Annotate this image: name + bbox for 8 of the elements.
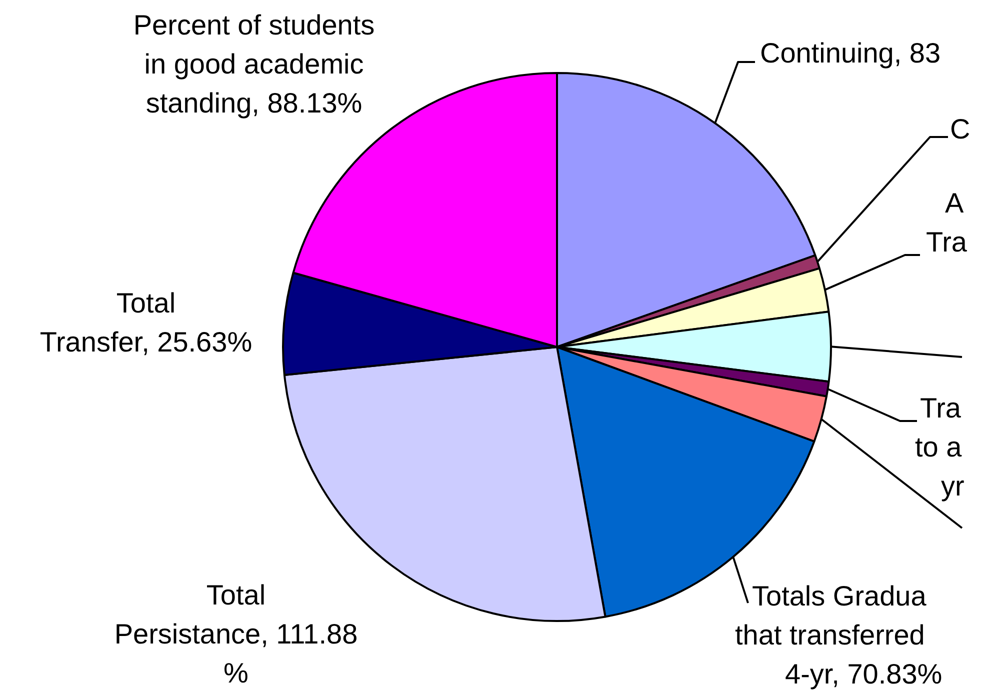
slice-label: A Tra bbox=[926, 188, 968, 258]
slice-label: Continuing, 83 bbox=[760, 38, 941, 69]
slice-label: C bbox=[950, 114, 970, 145]
slice-label: Tra to a yr bbox=[915, 392, 964, 502]
slice-label: Total Transfer, 25.63% bbox=[40, 288, 252, 358]
slice-label: Total Persistance, 111.88 % bbox=[114, 580, 358, 689]
slice-label: Totals Gradua that transferred 4-yr, 70.83% bbox=[735, 580, 942, 690]
slice-label: Percent of students in good academic standing, 88.13% bbox=[133, 10, 375, 119]
